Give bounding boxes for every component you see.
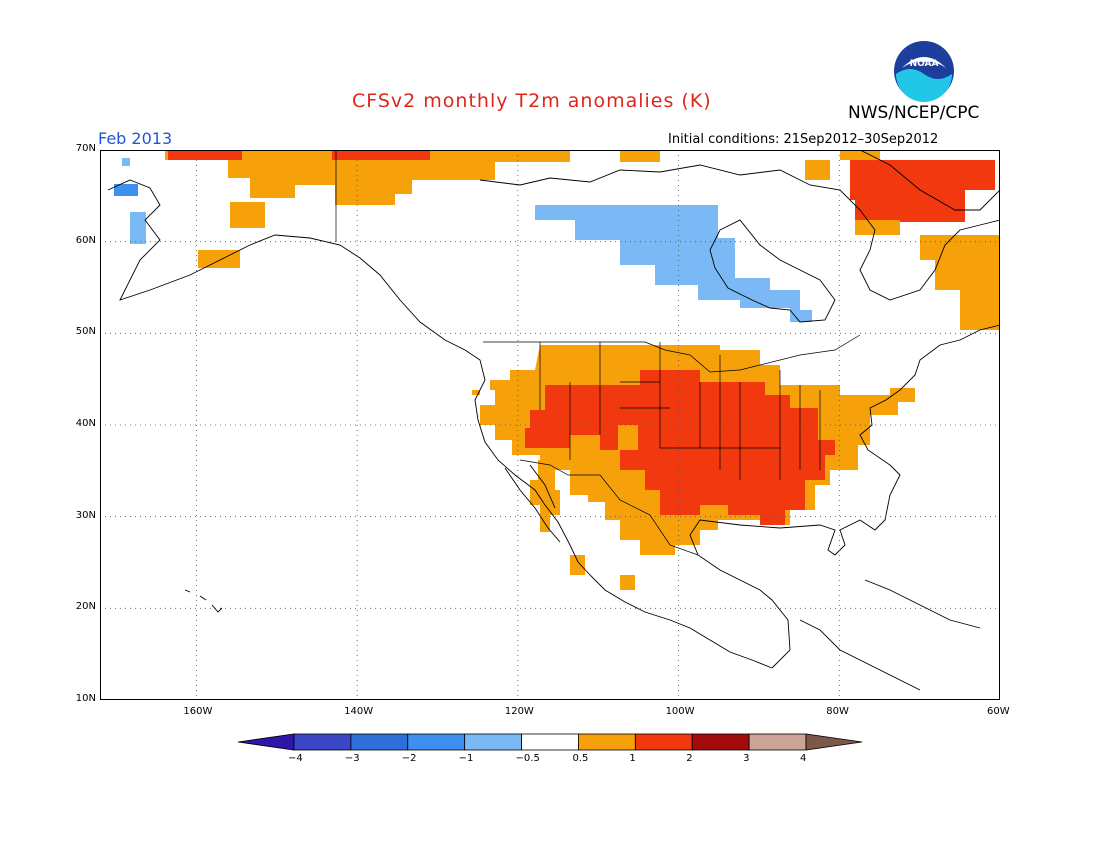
- colorbar-label: −1: [458, 753, 474, 764]
- colorbar-right-arrow: [805, 733, 862, 751]
- anomaly-region-ca-white: [480, 390, 570, 490]
- anomaly-region-bering-lightblue: [122, 158, 146, 244]
- coastline-east: [859, 324, 1000, 466]
- anomaly-region-alaska: [165, 150, 532, 205]
- colorbar-label: −3: [344, 753, 360, 764]
- anomaly-region-yukon-red: [332, 150, 430, 160]
- coastline-caribbean: [799, 579, 981, 691]
- latitude-tick-label: 60N: [75, 234, 96, 246]
- coastline-alaska: [107, 179, 466, 351]
- anomaly-region-greenland-orange: [840, 150, 1000, 330]
- colorbar-segment: [521, 733, 579, 751]
- colorbar-label: −2: [401, 753, 417, 764]
- border-us-canada: [483, 334, 861, 373]
- latitude-tick-label: 40N: [75, 418, 96, 429]
- anomaly-map: [100, 150, 1000, 700]
- colorbar: [238, 733, 862, 751]
- colorbar-segment: [578, 733, 636, 751]
- anomaly-region-alaska-s: [198, 250, 240, 268]
- agency-label: NWS/NCEP/CPC: [848, 103, 980, 123]
- colorbar-segment: [634, 733, 693, 751]
- anomaly-region-alaska-sw: [230, 202, 265, 228]
- colorbar-segment: [407, 733, 466, 751]
- colorbar-segment: [293, 733, 352, 751]
- noaa-logo-text: NOAA: [910, 59, 939, 69]
- longitude-tick-label: 140W: [344, 706, 374, 717]
- noaa-logo-wave: [896, 69, 952, 102]
- longitude-tick-label: 100W: [665, 706, 695, 717]
- colorbar-label: 1: [629, 753, 636, 764]
- map-title: CFSv2 monthly T2m anomalies (K): [352, 90, 712, 112]
- colorbar-label: −0.5: [515, 753, 540, 764]
- colorbar-label: 2: [686, 753, 693, 764]
- latitude-tick-label: 50N: [75, 326, 96, 338]
- longitude-tick-label: 80W: [826, 706, 849, 717]
- anomaly-region-bering-blue: [114, 184, 138, 196]
- latitude-tick-label: 30N: [75, 509, 96, 521]
- anomaly-region-usa-hole: [618, 425, 660, 502]
- latitude-tick-label: 10N: [75, 693, 96, 704]
- coastline-west: [464, 349, 773, 669]
- initial-conditions-label: Initial conditions: 21Sep2012–30Sep2012: [668, 132, 939, 147]
- coastline-arctic: [479, 164, 1000, 301]
- colorbar-label: 3: [743, 753, 750, 764]
- latitude-tick-label: 20N: [75, 601, 96, 613]
- forecast-month-label: Feb 2013: [98, 129, 173, 148]
- colorbar-left-arrow: [238, 733, 295, 751]
- coastline-hudson: [709, 219, 836, 323]
- colorbar-label: 0.5: [572, 753, 589, 764]
- anomaly-region-canada-blue: [535, 205, 812, 322]
- coastline-baja: [504, 464, 561, 543]
- latitude-tick-label: 70N: [75, 143, 96, 154]
- anomaly-region-baja-orange: [530, 460, 635, 590]
- border-us-mexico: [519, 459, 699, 556]
- colorbar-segment: [350, 733, 409, 751]
- colorbar-label: −4: [288, 753, 303, 764]
- colorbar-segment: [748, 733, 807, 751]
- anomaly-region-alaska-red: [168, 150, 242, 160]
- noaa-logo: NOAA: [894, 41, 954, 102]
- longitude-tick-label: 160W: [183, 706, 213, 717]
- anomaly-region-arctic-orange: [532, 150, 830, 180]
- longitude-tick-label: 60W: [987, 706, 1010, 717]
- longitude-tick-label: 120W: [504, 706, 534, 717]
- coastline-gulf: [689, 464, 901, 669]
- coastline-hawaii: [184, 589, 223, 613]
- colorbar-segment: [464, 733, 522, 751]
- anomaly-region-usa-red: [525, 370, 835, 525]
- colorbar-segment: [691, 733, 750, 751]
- noaa-logo-bird: [902, 57, 946, 68]
- coastline-greenland: [859, 150, 1000, 211]
- colorbar-label: 4: [800, 753, 807, 764]
